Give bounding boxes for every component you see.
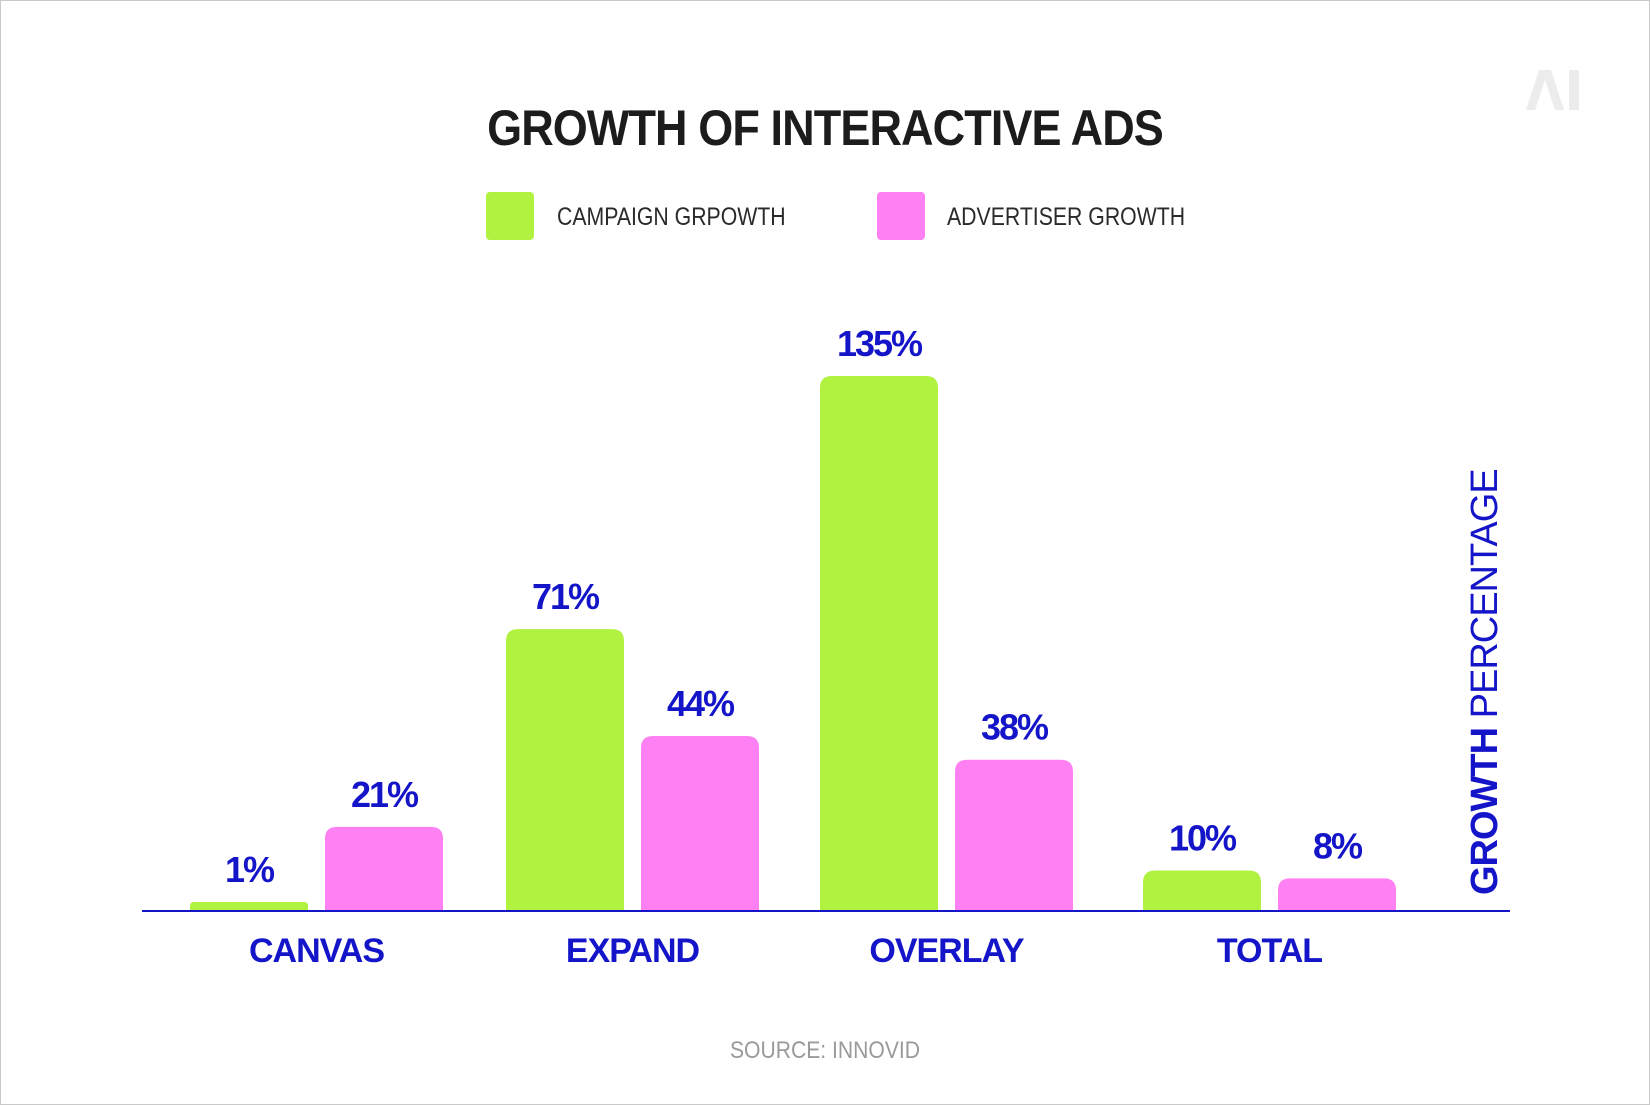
data-label-advertiser-total: 8% bbox=[1313, 825, 1363, 866]
category-label-canvas: CANVAS bbox=[249, 932, 384, 970]
bar-campaign-canvas bbox=[190, 902, 308, 910]
bar-campaign-total bbox=[1143, 870, 1261, 910]
data-label-campaign-expand: 71% bbox=[532, 576, 600, 617]
legend-label-advertiser: ADVERTISER GROWTH bbox=[947, 203, 1186, 231]
source-note: SOURCE: INNOVID bbox=[729, 1037, 921, 1064]
data-label-advertiser-expand: 44% bbox=[667, 683, 735, 724]
bar-advertiser-canvas bbox=[325, 826, 443, 910]
bar-campaign-expand bbox=[506, 629, 624, 910]
data-label-advertiser-overlay: 38% bbox=[981, 707, 1049, 748]
bar-chart: 1% 21% CANVAS 71% 44% EXPAND 135% 38% OVERLAY 10%… bbox=[142, 323, 1510, 970]
category-label-expand: EXPAND bbox=[566, 932, 700, 970]
category-label-overlay: OVERLAY bbox=[869, 932, 1025, 970]
bar-campaign-overlay bbox=[820, 376, 938, 910]
category-label-total: TOTAL bbox=[1217, 932, 1322, 970]
y-axis-label: GROWTH PERCENTAGE bbox=[1464, 469, 1506, 895]
data-label-campaign-total: 10% bbox=[1169, 817, 1237, 858]
legend-swatch-campaign bbox=[486, 192, 534, 240]
brand-logo: AI bbox=[1526, 70, 1579, 110]
data-label-advertiser-canvas: 21% bbox=[351, 774, 419, 815]
legend-label-campaign: CAMPAIGN GRPOWTH bbox=[557, 203, 786, 231]
y-axis-label-bold: GROWTH bbox=[1464, 718, 1506, 895]
bar-advertiser-overlay bbox=[955, 759, 1073, 910]
data-label-campaign-canvas: 1% bbox=[225, 849, 275, 890]
data-label-campaign-overlay: 135% bbox=[837, 323, 923, 364]
legend-swatch-advertiser bbox=[877, 192, 925, 240]
bar-advertiser-expand bbox=[641, 735, 759, 910]
y-axis-label-light: PERCENTAGE bbox=[1464, 469, 1506, 718]
bar-advertiser-total bbox=[1278, 878, 1396, 910]
chart-title: GROWTH OF INTERACTIVE ADS bbox=[487, 100, 1164, 156]
